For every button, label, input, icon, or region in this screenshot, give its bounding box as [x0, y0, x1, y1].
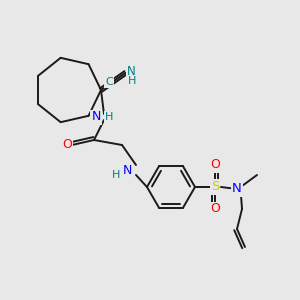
Text: H: H: [112, 170, 120, 180]
Text: S: S: [211, 181, 219, 194]
Text: H: H: [105, 112, 113, 122]
Text: C: C: [105, 77, 113, 87]
Text: N: N: [232, 182, 242, 196]
Text: O: O: [210, 158, 220, 172]
Text: N: N: [127, 65, 136, 78]
Text: O: O: [62, 139, 72, 152]
Text: O: O: [210, 202, 220, 215]
Text: N: N: [122, 164, 132, 176]
Text: H: H: [128, 76, 136, 86]
Text: N: N: [91, 110, 101, 124]
